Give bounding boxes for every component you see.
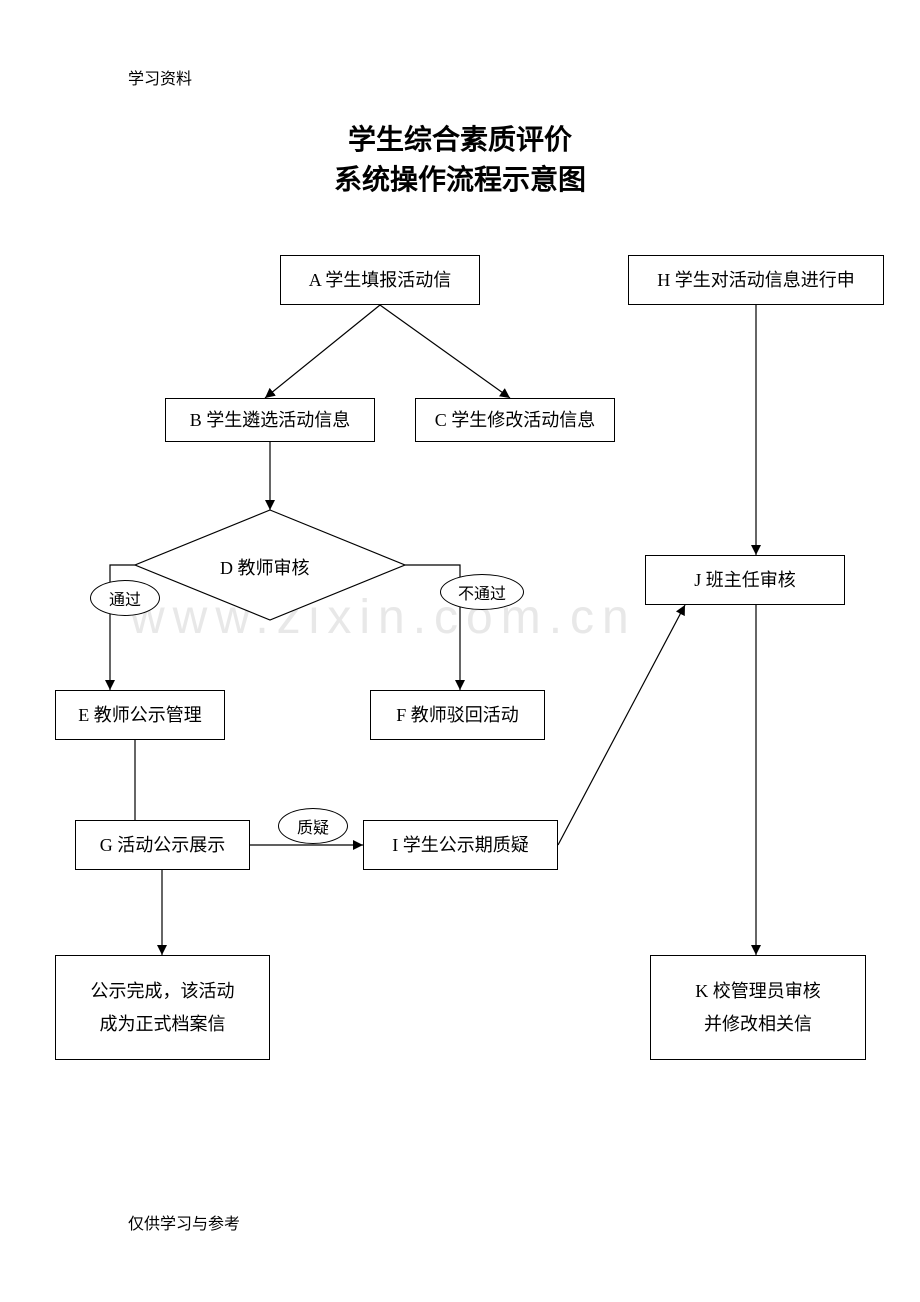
node-j: J 班主任审核 [645, 555, 845, 605]
node-h: H 学生对活动信息进行申 [628, 255, 884, 305]
node-g: G 活动公示展示 [75, 820, 250, 870]
node-e: E 教师公示管理 [55, 690, 225, 740]
label-doubt: 质疑 [278, 808, 348, 844]
label-pass: 通过 [90, 580, 160, 616]
label-fail: 不通过 [440, 574, 524, 610]
node-k: K 校管理员审核 并修改相关信 [650, 955, 866, 1060]
node-a: A 学生填报活动信 [280, 255, 480, 305]
node-d-label: D 教师审核 [220, 554, 310, 580]
node-c: C 学生修改活动信息 [415, 398, 615, 442]
flowchart-edges [0, 0, 920, 1302]
node-i: I 学生公示期质疑 [363, 820, 558, 870]
node-b: B 学生遴选活动信息 [165, 398, 375, 442]
node-f: F 教师驳回活动 [370, 690, 545, 740]
node-end: 公示完成，该活动 成为正式档案信 [55, 955, 270, 1060]
